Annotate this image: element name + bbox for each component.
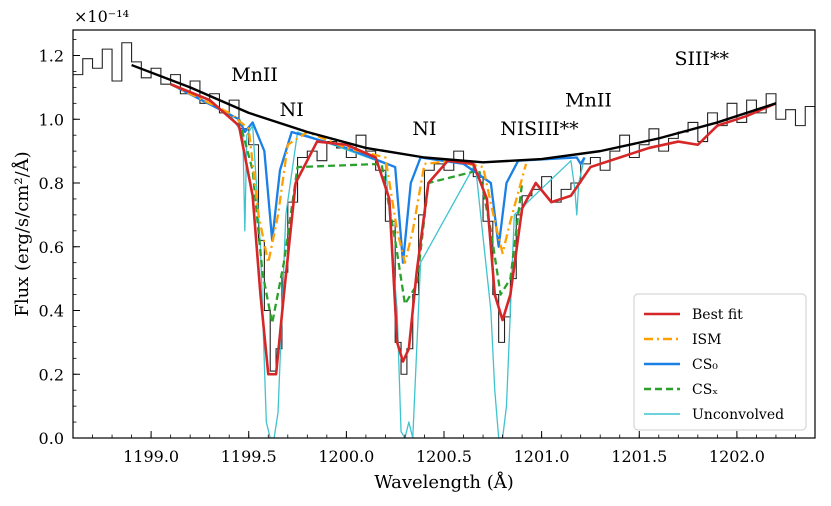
- y-tick-label: 1.0: [39, 110, 64, 129]
- y-tick-label: 0.8: [39, 174, 64, 193]
- line-annotation: NI: [412, 118, 436, 140]
- line-annotation: MnII: [565, 90, 612, 112]
- series-cs--line: [170, 83, 586, 264]
- x-tick-label: 1200.0: [318, 447, 374, 466]
- series-cs--line: [237, 118, 524, 325]
- line-annotation: SIII**: [524, 118, 579, 140]
- continuum-line: [131, 63, 777, 164]
- x-tick-label: 1201.5: [611, 447, 667, 466]
- x-tick-label: 1201.0: [514, 447, 570, 466]
- line-annotation: MnII: [231, 64, 278, 86]
- y-scale-label: ×10⁻¹⁴: [74, 7, 129, 26]
- legend-label: Unconvolved: [692, 407, 784, 423]
- line-annotation: NI: [500, 118, 524, 140]
- ticks-layer: 1199.0 1199.5 1200.0 1200.5 1201.0 1201.5 1202…: [39, 39, 816, 466]
- y-tick-label: 1.2: [39, 47, 64, 66]
- y-tick-label: 0.2: [39, 365, 64, 384]
- observed-spectrum-line: [73, 42, 815, 375]
- y-tick-label: 0.4: [39, 302, 64, 321]
- legend: Best fit ISM CS₀ CSₓ Unconvolved: [633, 293, 807, 431]
- series-layer: [73, 42, 815, 438]
- legend-label: CS₀: [692, 357, 718, 373]
- legend-label: Best fit: [692, 307, 743, 323]
- y-axis-label: Flux (erg/s/cm²/Å): [11, 151, 33, 316]
- y-tick-label: 0.0: [39, 429, 64, 448]
- line-annotation: NI: [280, 99, 304, 121]
- series-best-fit-line: [170, 82, 777, 376]
- series-ism-line: [170, 83, 528, 264]
- x-tick-label: 1202.0: [709, 447, 765, 466]
- x-tick-label: 1199.0: [123, 447, 179, 466]
- x-axis-label: Wavelength (Å): [374, 471, 514, 493]
- x-tick-label: 1199.5: [221, 447, 277, 466]
- legend-box: [633, 293, 807, 431]
- legend-label: ISM: [692, 332, 721, 348]
- series-unconvolved-line: [228, 112, 586, 438]
- x-tick-label: 1200.5: [416, 447, 472, 466]
- y-tick-label: 0.6: [39, 238, 64, 257]
- line-annotation: SIII**: [674, 48, 729, 70]
- legend-label: CSₓ: [692, 382, 718, 398]
